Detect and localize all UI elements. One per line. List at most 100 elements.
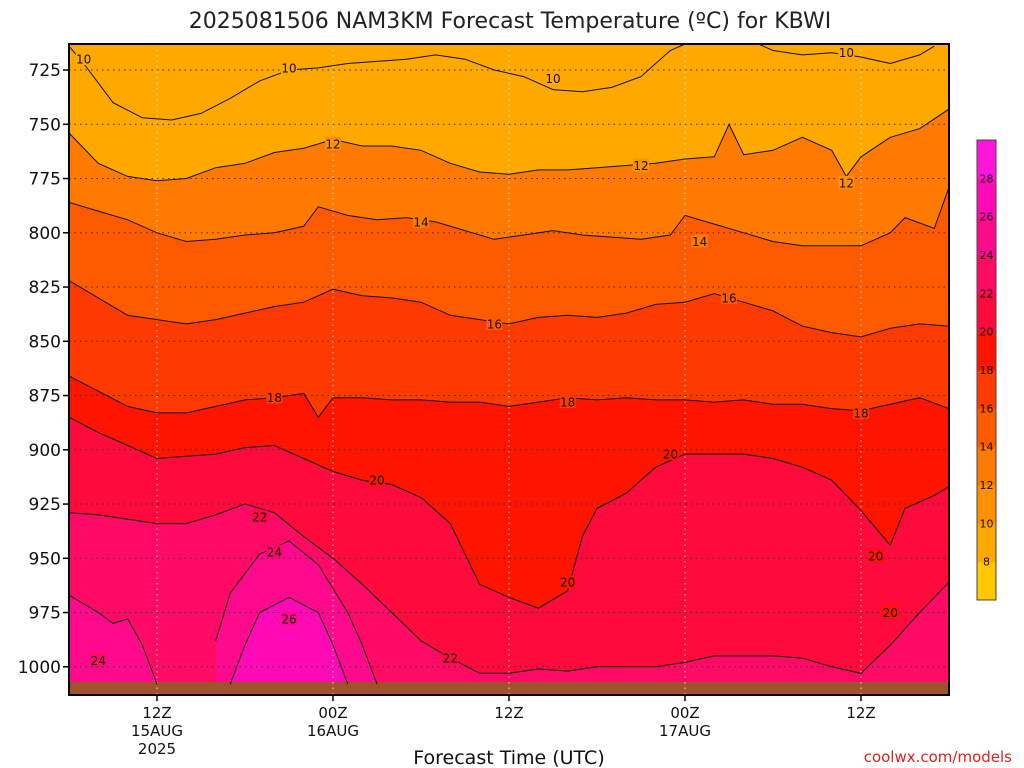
isotherm-22	[69, 503, 949, 674]
contour-label-bg	[559, 395, 576, 409]
colorbar: 8 10 12 14 16 18 20 22 24 26 28	[976, 139, 997, 601]
colorbar-segment	[977, 178, 996, 218]
x-tick-label: 12Z	[846, 704, 875, 722]
isotherm-24	[69, 594, 158, 685]
colorbar-tick-label: 26	[980, 211, 994, 224]
x-tick-label: 2025	[138, 740, 176, 758]
x-tick-label: 00Z	[318, 704, 347, 722]
band-above-24-pocket	[69, 595, 157, 695]
x-tick-label: 15AUG	[131, 722, 183, 740]
colorbar-tick-label: 12	[980, 479, 994, 492]
isotherm-18	[69, 375, 949, 419]
contour-label-bg	[266, 390, 283, 404]
contour-label-bg	[838, 45, 855, 59]
x-tick-label: 17AUG	[659, 722, 711, 740]
contour-label: 26	[281, 613, 296, 627]
contour-label: 18	[267, 391, 282, 405]
colorbar-tick-label: 24	[980, 249, 994, 262]
y-tick-label: 925	[29, 495, 61, 515]
contour-label: 20	[868, 550, 883, 564]
x-axis-label: Forecast Time (UTC)	[413, 747, 604, 768]
isotherm-20	[69, 416, 949, 609]
contour-label: 14	[692, 235, 707, 249]
colorbar-tick-label: 10	[980, 517, 994, 530]
isotherm-10	[69, 44, 686, 121]
contour-label-bg	[442, 651, 459, 665]
contour-label-bg	[281, 612, 297, 626]
y-tick-label: 775	[29, 170, 61, 190]
y-tick-label: 975	[29, 604, 61, 624]
x-tick-label: 00Z	[670, 704, 699, 722]
contour-label-bg	[413, 214, 429, 228]
isotherm-12	[69, 108, 949, 182]
colorbar-frame	[976, 139, 997, 601]
colorbar-tick-label: 16	[980, 402, 994, 415]
contour-label-bg	[266, 544, 283, 558]
y-tick-label: 875	[29, 387, 61, 407]
contour-label: 18	[560, 396, 575, 410]
contour-label-bg	[633, 158, 649, 172]
colorbar-tick-label: 14	[980, 441, 994, 454]
contour-label: 20	[560, 576, 575, 590]
contour-label: 22	[252, 511, 267, 525]
contour-label-bg	[75, 52, 92, 66]
y-tick-label: 800	[29, 224, 61, 244]
contour-label-bg	[882, 605, 899, 619]
contour-label-bg	[281, 60, 297, 74]
y-axis: 725 750 775 800 825 850 875 900 925 950 975 1000	[18, 61, 69, 678]
plot-area: 10 10 10 10 12 12 12 14 14 16 16 18 18 18 20 20 20 20 20 22…	[68, 43, 950, 696]
contour-label: 10	[839, 46, 854, 60]
colorbar-segment	[977, 331, 996, 371]
contour-label: 20	[883, 606, 898, 620]
colorbar-tick-label: 20	[980, 326, 994, 339]
contour-label: 20	[663, 448, 678, 462]
contour-label-bg	[369, 473, 385, 487]
contour-label: 14	[413, 215, 428, 229]
x-tick-label: 12Z	[494, 704, 523, 722]
contour-label-bg	[559, 575, 576, 589]
colorbar-segment	[977, 446, 996, 486]
contour-label-bg	[853, 405, 869, 419]
contour-label: 22	[443, 652, 458, 666]
isotherm-14	[69, 187, 949, 247]
credit-text: coolwx.com/models	[864, 748, 1012, 766]
contour-label: 16	[487, 317, 502, 331]
colorbar-segment	[977, 216, 996, 256]
contour-label: 12	[839, 176, 854, 190]
contour-label-bg	[90, 653, 107, 667]
contour-label: 18	[853, 406, 868, 420]
contour-label: 20	[369, 474, 384, 488]
contour-label: 10	[281, 61, 296, 75]
isotherm-16	[69, 280, 949, 338]
contour-label-bg	[662, 447, 679, 461]
contour-label-bg	[867, 549, 884, 563]
x-tick-label: 12Z	[142, 704, 171, 722]
isotherm-24	[215, 540, 378, 685]
y-tick-label: 900	[29, 441, 61, 461]
contour-label-bg	[486, 316, 503, 330]
colorbar-tick-label: 22	[980, 287, 994, 300]
y-tick-label: 950	[29, 549, 61, 569]
chart-title: 2025081506 NAM3KM Forecast Temperature (…	[189, 9, 831, 34]
y-tick-label: 825	[29, 278, 61, 298]
plot-clip-group: 10 10 10 10 12 12 12 14 14 16 16 18 18 18 20 20 20 20 20 22…	[69, 44, 949, 695]
colorbar-tick-label: 18	[980, 364, 994, 377]
contour-label-bg	[545, 71, 561, 85]
colorbar-segment	[977, 255, 996, 294]
contour-label-bg	[691, 234, 708, 248]
contour-label: 12	[633, 159, 648, 173]
y-tick-label: 850	[29, 332, 61, 352]
contour-label-bg	[838, 175, 855, 189]
contour-label-bg	[721, 290, 737, 304]
colorbar-tick-label: 28	[980, 172, 994, 185]
band-above-26-pocket	[230, 597, 348, 695]
colorbar-segment	[977, 293, 996, 333]
colorbar-segment	[977, 140, 996, 179]
isotherm-26	[229, 596, 349, 685]
contour-label: 16	[721, 291, 736, 305]
contour-label-bg	[251, 510, 268, 524]
colorbar-segment	[977, 485, 996, 524]
y-tick-label: 1000	[18, 658, 61, 678]
